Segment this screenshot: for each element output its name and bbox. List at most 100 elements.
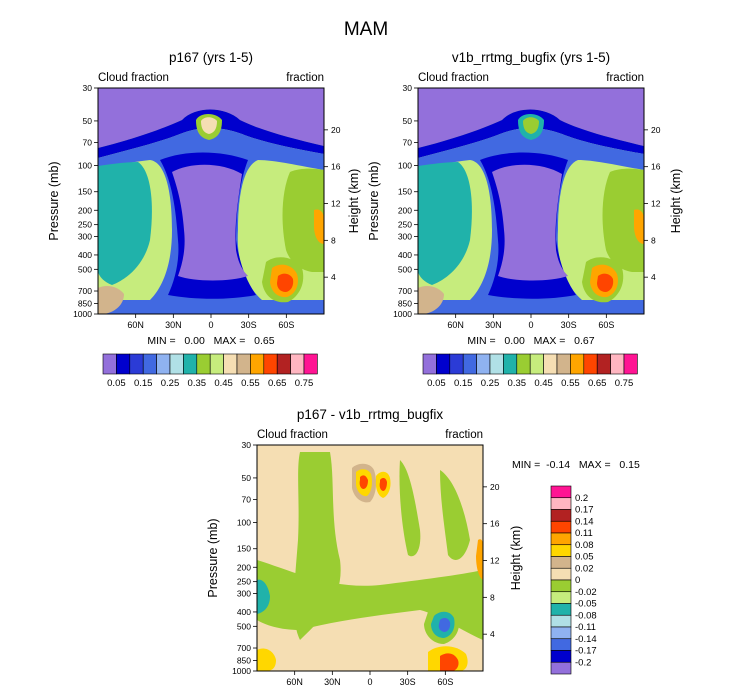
colorbar-tick-label: 0.45 — [534, 378, 553, 389]
colorbar-tick-label: 0.75 — [295, 378, 314, 389]
colorbar-swatch — [550, 509, 572, 522]
latitude-tick-label: 30S — [241, 320, 257, 330]
colorbar-tick-label: 0 — [575, 575, 580, 586]
panel-title: p167 - v1b_rrtmg_bugfix — [297, 407, 444, 422]
colorbar-swatch — [550, 497, 572, 510]
latitude-tick-label: 0 — [367, 677, 372, 687]
latitude-tick-label: 30S — [400, 677, 416, 687]
pressure-tick-label: 70 — [403, 138, 413, 148]
colorbar-swatch — [476, 353, 491, 375]
panel-title: p167 (yrs 1-5) — [169, 50, 253, 65]
y-axis-label-right: Height (km) — [347, 169, 361, 234]
colorbar-swatch — [543, 353, 558, 375]
colorbar-tick-label: 0.55 — [561, 378, 580, 389]
pressure-tick-label: 250 — [237, 577, 251, 587]
pressure-tick-label: 30 — [83, 83, 93, 93]
colorbar-swatch — [116, 353, 131, 375]
colorbar-swatch — [449, 353, 464, 375]
colorbar-swatch — [142, 353, 157, 375]
height-tick-label: 8 — [331, 235, 336, 245]
southern-surface-positive-core — [440, 653, 459, 671]
latitude-tick-label: 60N — [447, 320, 464, 330]
colorbar-swatch — [550, 567, 572, 581]
contour-field — [418, 88, 644, 314]
pressure-tick-label: 850 — [398, 299, 412, 309]
contour-field — [98, 88, 324, 314]
height-tick-label: 12 — [651, 199, 661, 209]
pressure-tick-label: 70 — [242, 495, 252, 505]
northern-teal-region — [98, 162, 152, 285]
panel-title: v1b_rrtmg_bugfix (yrs 1-5) — [452, 50, 610, 65]
colorbar-swatch — [550, 579, 572, 593]
colorbar-swatch — [550, 603, 572, 616]
latitude-tick-label: 60N — [127, 320, 144, 330]
northern-surface-patch — [98, 286, 124, 314]
colorbar-tick-label: -0.17 — [575, 646, 597, 657]
latitude-tick-label: 30N — [324, 677, 341, 687]
colorbar-swatch — [596, 353, 611, 375]
colorbar-swatch — [422, 353, 437, 375]
colorbar-tick-label: -0.08 — [575, 610, 597, 621]
colorbar-tick-label: 0.55 — [241, 378, 260, 389]
colorbar-tick-label: 0.14 — [575, 516, 594, 527]
pressure-tick-label: 400 — [78, 250, 92, 260]
pressure-tick-label: 500 — [237, 621, 251, 631]
pressure-tick-label: 500 — [398, 264, 412, 274]
tropical-peak-inner — [201, 117, 217, 134]
height-tick-label: 16 — [490, 519, 500, 529]
colorbar-swatch — [436, 353, 451, 375]
height-tick-label: 12 — [331, 199, 341, 209]
colorbar-swatch — [276, 353, 291, 375]
pressure-tick-label: 200 — [237, 562, 251, 572]
height-ticks: 20 16 12 8 4 — [644, 125, 661, 282]
colorbar-swatch — [196, 353, 211, 375]
right-string: fraction — [445, 429, 483, 441]
colorbar-tick-label: 0.15 — [134, 378, 153, 389]
colorbar-tick-label: 0.25 — [481, 378, 500, 389]
y-axis-label: Pressure (mb) — [206, 518, 220, 597]
latitude-tick-label: 30N — [485, 320, 502, 330]
latitude-ticks: 60N 30N 0 30S 60S — [127, 314, 294, 330]
tropical-peak-red-2 — [379, 477, 387, 491]
latitude-tick-label: 60N — [286, 677, 303, 687]
colorbar-tick-label: 0.15 — [454, 378, 473, 389]
pressure-tick-label: 250 — [78, 220, 92, 230]
colorbar-tick-label: -0.14 — [575, 634, 597, 645]
colorbar-swatch — [550, 638, 572, 651]
edge-orange-patch — [634, 209, 644, 244]
colorbar-tick-label: 0.17 — [575, 505, 594, 516]
y-axis-label-right: Height (km) — [509, 526, 523, 591]
colorbar-tick-label: 0.75 — [615, 378, 634, 389]
colorbar-swatch — [550, 532, 572, 546]
colorbar-swatch — [550, 650, 572, 663]
pressure-tick-label: 100 — [398, 161, 412, 171]
height-tick-label: 20 — [331, 125, 341, 135]
colorbar-tick-label: 0.05 — [107, 378, 126, 389]
pressure-tick-label: 700 — [237, 643, 251, 653]
colorbar-tick-label: 0.35 — [188, 378, 207, 389]
colorbar-swatch — [529, 353, 544, 375]
pressure-tick-label: 200 — [78, 205, 92, 215]
northern-edge-negative — [257, 579, 270, 614]
pressure-tick-label: 850 — [237, 656, 251, 666]
colorbar-swatch — [156, 353, 171, 375]
pressure-tick-label: 30 — [403, 83, 413, 93]
colorbar-swatch — [102, 353, 117, 375]
colorbar-swatch — [129, 353, 144, 375]
left-string: Cloud fraction — [418, 72, 489, 84]
colorbar-tick-label: 0.45 — [214, 378, 233, 389]
pressure-tick-label: 1000 — [232, 666, 251, 676]
min-max-stats: MIN = -0.14 MAX = 0.15 — [512, 459, 640, 471]
pressure-tick-label: 70 — [83, 138, 93, 148]
colorbar-swatch — [623, 353, 638, 375]
colorbar-swatch — [550, 520, 572, 534]
pressure-tick-label: 100 — [237, 518, 251, 528]
pressure-tick-label: 700 — [398, 286, 412, 296]
pressure-tick-label: 1000 — [73, 309, 92, 319]
colorbar-swatch — [550, 591, 572, 604]
colorbar-tick-label: -0.05 — [575, 599, 597, 610]
colorbar-swatch — [503, 353, 518, 375]
latitude-ticks: 60N 30N 0 30S 60S — [286, 671, 453, 687]
